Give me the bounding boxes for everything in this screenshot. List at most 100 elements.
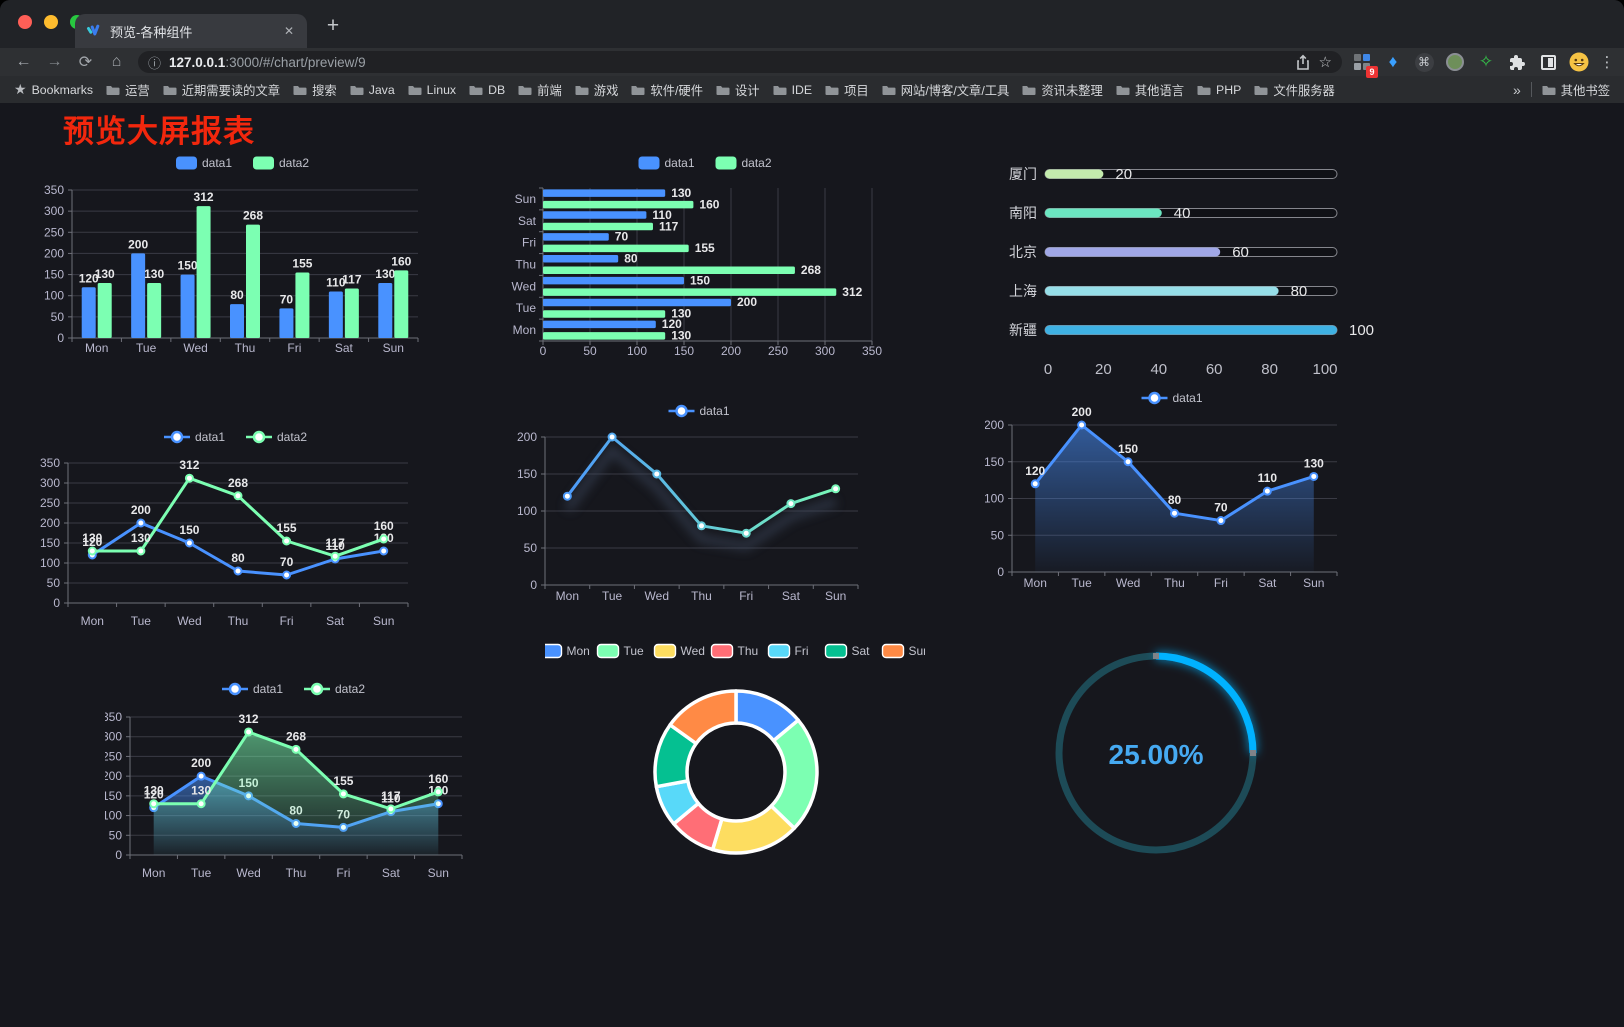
legend-item[interactable]: Mon [545, 643, 590, 659]
bar [394, 270, 409, 338]
legend-item[interactable]: data1 [222, 682, 283, 696]
data-point [330, 551, 340, 561]
value-label: 110 [1258, 471, 1278, 485]
chart-two-area: data1 data2 0 50 100 150 200 250 300 350 Mon Tue Wed… [105, 675, 477, 890]
bookmark-folder[interactable]: 近期需要读的文章 [163, 81, 280, 99]
axis-label: 50 [51, 310, 65, 324]
axis-label: Tue [1072, 576, 1093, 590]
axis-label: 200 [517, 430, 537, 444]
bookmark-folder[interactable]: PHP [1197, 81, 1241, 99]
other-bookmarks-folder[interactable]: 其他书签 [1542, 81, 1610, 99]
reader-mode-icon[interactable] [1536, 50, 1560, 74]
value-label: 312 [842, 285, 862, 299]
value-label: 120 [79, 271, 99, 285]
bookmark-folder[interactable]: 运营 [106, 81, 150, 99]
forward-icon[interactable]: → [46, 53, 63, 70]
axis-label: 0 [1044, 361, 1052, 378]
legend-item[interactable]: data1 [668, 404, 730, 418]
bookmark-folder[interactable]: 文件服务器 [1254, 81, 1335, 99]
gauge-value: 25.00% [1109, 739, 1204, 770]
legend-label: Sun [909, 644, 926, 658]
bookmarks-overflow-chevron[interactable]: » [1513, 81, 1521, 98]
legend-item[interactable]: Fri [767, 643, 809, 659]
bookmark-folder[interactable]: 游戏 [575, 81, 618, 99]
bar [196, 206, 211, 338]
profile-avatar[interactable] [1567, 50, 1591, 74]
bookmark-folder[interactable]: 其他语言 [1116, 81, 1184, 99]
new-tab-button[interactable]: + [326, 14, 340, 37]
axis-label: 80 [1261, 361, 1278, 378]
legend-item[interactable]: data1 [164, 430, 225, 444]
tab-close-icon[interactable]: ✕ [283, 24, 294, 38]
data-point [87, 546, 97, 556]
axis-label: Fri [522, 236, 536, 250]
browser-tab[interactable]: 预览-各种组件 ✕ [75, 14, 307, 48]
close-window-button[interactable] [18, 15, 32, 29]
legend-item[interactable]: data1 [1141, 391, 1203, 405]
legend-item[interactable]: Wed [653, 643, 705, 659]
bookmark-folder[interactable]: 设计 [716, 81, 760, 99]
bookmarks-separator [1530, 82, 1532, 97]
folder-icon [825, 85, 839, 95]
bookmarks-manager-item[interactable]: ★ Bookmarks [14, 81, 93, 98]
legend-item[interactable]: Thu [710, 643, 759, 659]
page-content: 预览大屏报表 data1 data2 0 50 100 150 200 250 300 350 Mo… [0, 103, 1624, 1027]
reload-icon[interactable]: ⟳ [78, 54, 93, 71]
legend-item[interactable]: data2 [253, 156, 309, 170]
bookmark-folder[interactable]: 项目 [825, 81, 869, 99]
extension-grid-icon[interactable]: 9 [1350, 50, 1378, 78]
legend-item[interactable]: Tue [596, 643, 645, 659]
site-info-icon[interactable]: ⓘ [148, 55, 162, 71]
bookmark-folder[interactable]: 资讯未整理 [1022, 81, 1103, 99]
browser-menu-icon[interactable]: ⋮ [1599, 54, 1615, 71]
axis-label: Thu [286, 866, 307, 880]
legend-label: Tue [624, 644, 645, 658]
axis-label: 350 [862, 344, 882, 358]
bookmark-folder[interactable]: Java [350, 81, 395, 99]
extension-record-icon[interactable] [1443, 50, 1467, 74]
bookmark-folder[interactable]: 前端 [518, 81, 562, 99]
axis-label: 200 [985, 418, 1004, 432]
value-label: 200 [737, 295, 757, 309]
bookmark-folder[interactable]: 软件/硬件 [631, 81, 703, 99]
bookmark-folder[interactable]: DB [469, 81, 505, 99]
extension-gem-icon[interactable]: ♦ [1388, 52, 1398, 71]
value-label: 117 [325, 536, 345, 550]
value-label: 130 [191, 784, 211, 798]
legend-item[interactable]: data2 [246, 430, 307, 444]
bookmark-folder[interactable]: Linux [408, 81, 456, 99]
share-icon[interactable] [1295, 54, 1311, 71]
chart-gradient-line: data1 0 50 100 150 200 Mon Tue Wed Thu Fri Sat Sun [505, 395, 880, 610]
minimize-window-button[interactable] [44, 15, 58, 29]
axis-label: 250 [40, 496, 60, 510]
extension-command-icon[interactable]: ⌘ [1412, 50, 1436, 74]
legend-item[interactable]: Sat [824, 643, 871, 659]
extensions-puzzle-icon[interactable] [1505, 50, 1529, 74]
legend-item[interactable]: data2 [715, 156, 772, 170]
bookmark-folder[interactable]: 网站/博客/文章/工具 [882, 81, 1009, 99]
bookmarks-label: Bookmarks [31, 82, 94, 97]
row-label: 新疆 [1009, 322, 1037, 338]
back-icon[interactable]: ← [15, 53, 32, 70]
legend-item[interactable]: data1 [176, 156, 232, 170]
bar [147, 283, 162, 338]
address-bar[interactable]: ⓘ 127.0.0.1:3000/#/chart/preview/9 ☆ [138, 51, 1342, 73]
data-point [831, 484, 841, 494]
extension-star-icon[interactable]: ✧ [1478, 52, 1494, 71]
bookmark-folder[interactable]: 搜索 [293, 81, 337, 99]
folder-icon [1022, 85, 1036, 95]
axis-label: 350 [105, 710, 122, 724]
bookmark-folder[interactable]: IDE [773, 81, 812, 99]
value-label: 312 [194, 190, 214, 204]
legend-item[interactable]: Sun [881, 643, 926, 659]
bookmark-star-icon[interactable]: ☆ [1318, 54, 1332, 71]
legend-item[interactable]: data2 [304, 682, 365, 696]
axis-label: 300 [40, 476, 60, 490]
home-icon[interactable]: ⌂ [111, 53, 122, 70]
value-label: 110 [325, 539, 345, 553]
data-point [1262, 486, 1272, 496]
data-point [1077, 420, 1087, 430]
row-label: 厦门 [1009, 166, 1037, 182]
folder-icon [518, 85, 532, 95]
legend-item[interactable]: data1 [638, 156, 695, 170]
